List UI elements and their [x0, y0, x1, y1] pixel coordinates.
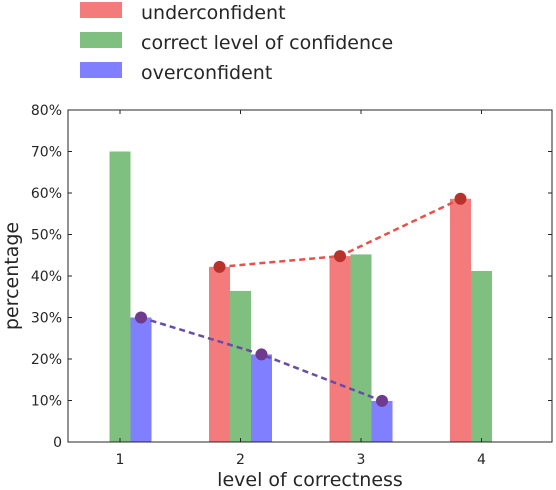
y-tick-label: 20%	[31, 352, 62, 368]
bar-correct-level-of-confidence-3	[350, 254, 372, 442]
y-tick-label: 30%	[31, 311, 62, 327]
trend-point-overconfident-3	[376, 394, 388, 407]
legend-swatch-overconfident	[80, 62, 122, 78]
legend: underconfident correct level of confidenc…	[80, 2, 393, 84]
legend-label: overconfident	[141, 62, 272, 84]
x-tick-label: 1	[116, 452, 125, 468]
bar-correct-level-of-confidence-4	[471, 271, 492, 442]
x-axis: 1 2 3 4	[116, 110, 486, 468]
x-tick-label: 4	[477, 452, 486, 468]
trend-line-overconfident	[140, 316, 383, 403]
bar-overconfident-1	[130, 317, 152, 442]
bar-underconfident-4	[450, 198, 471, 442]
y-tick-label: 80%	[31, 103, 62, 119]
y-axis: 0 10% 20% 30% 40% 50% 60% 70% 80%	[31, 103, 552, 451]
bar-underconfident-2	[209, 266, 230, 442]
legend-label: correct level of confidence	[141, 32, 393, 54]
y-tick-label: 0	[53, 435, 62, 451]
bar-correct-level-of-confidence-2	[230, 290, 251, 442]
bar-overconfident-3	[371, 400, 393, 442]
bar-correct-level-of-confidence-1	[109, 151, 131, 442]
y-tick-label: 40%	[31, 269, 62, 285]
y-tick-label: 10%	[31, 394, 62, 410]
bar-overconfident-2	[251, 354, 272, 442]
legend-swatch-underconfident	[80, 2, 122, 18]
x-tick-label: 3	[357, 452, 366, 468]
trend-point-overconfident-2	[255, 348, 268, 361]
legend-label: underconfident	[141, 2, 286, 24]
trend-point-overconfident-1	[135, 311, 147, 324]
trend-point-underconfident-4	[454, 192, 467, 205]
trend-lines	[135, 192, 467, 407]
bars	[109, 151, 492, 442]
y-tick-label: 50%	[31, 228, 62, 244]
legend-swatch-correct-level-of-confidence	[80, 32, 122, 48]
y-tick-label: 70%	[31, 145, 62, 161]
x-axis-label: level of correctness	[217, 469, 403, 490]
bar-underconfident-3	[329, 256, 351, 442]
x-tick-label: 2	[236, 452, 245, 468]
trend-point-underconfident-3	[334, 250, 346, 263]
trend-point-underconfident-2	[213, 260, 226, 273]
y-axis-label: percentage	[1, 222, 23, 330]
y-tick-label: 60%	[31, 186, 62, 202]
